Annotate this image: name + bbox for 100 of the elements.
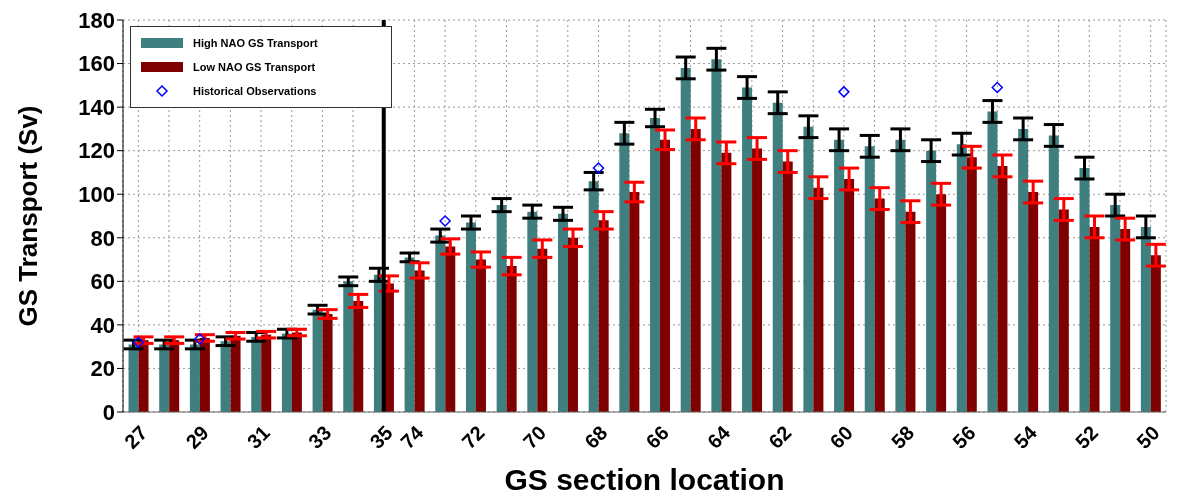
legend-label: High NAO GS Transport (193, 37, 318, 49)
bar (465, 222, 476, 412)
bar (874, 198, 885, 412)
bar (813, 187, 824, 412)
bar (567, 237, 578, 412)
x-tick-label: 60 (825, 421, 857, 453)
bar (281, 333, 292, 412)
y-axis-title: GS Transport (Sv) (13, 105, 44, 327)
bar (199, 337, 210, 412)
bar (803, 126, 814, 412)
x-tick-label: 52 (1071, 421, 1103, 453)
point (991, 81, 1004, 94)
point (592, 162, 605, 174)
bar (588, 181, 599, 412)
bar (834, 139, 845, 412)
bar (905, 211, 916, 412)
x-tick-label: 72 (457, 421, 489, 453)
bar (261, 334, 272, 412)
bar (557, 213, 568, 412)
x-tick-label: 74 (396, 420, 429, 453)
bar (312, 309, 323, 412)
point (439, 215, 451, 227)
bar (987, 111, 998, 412)
bar (435, 235, 446, 412)
point (838, 86, 850, 98)
bar (966, 157, 977, 412)
bar (1140, 226, 1151, 412)
bar (895, 139, 906, 412)
y-tick-label: 20 (90, 356, 115, 382)
y-tick-label: 60 (90, 269, 115, 295)
bar (772, 102, 783, 412)
bar (598, 220, 609, 412)
bar (475, 259, 486, 412)
bar (138, 340, 149, 412)
bar (343, 281, 354, 412)
x-tick-label: 35 (365, 421, 397, 453)
x-tick-label: 54 (1009, 420, 1042, 453)
bar (721, 152, 732, 412)
bar (864, 146, 875, 412)
bar (1089, 226, 1100, 412)
bar (660, 139, 671, 412)
y-tick-label: 140 (78, 94, 115, 120)
x-tick-label: 31 (242, 421, 275, 453)
bar (629, 192, 640, 412)
bar (128, 344, 139, 412)
x-tick-label: 29 (181, 421, 213, 453)
x-tick-label: 50 (1132, 421, 1164, 453)
y-tick-label: 0 (102, 399, 115, 425)
bar (159, 344, 170, 412)
x-tick-label: 64 (702, 420, 735, 453)
bar (496, 205, 507, 412)
bar (752, 148, 763, 412)
y-tick-label: 100 (78, 182, 115, 208)
bar (844, 178, 855, 412)
bar (414, 270, 425, 412)
bar (936, 194, 947, 412)
bar (1028, 192, 1039, 412)
legend-label: Low NAO GS Transport (193, 61, 316, 73)
x-axis-title: GS section location (504, 463, 785, 496)
y-tick-label: 180 (78, 7, 115, 33)
bar (1110, 205, 1121, 412)
bar (1150, 255, 1161, 412)
x-tick-label: 56 (948, 421, 980, 453)
point (193, 333, 206, 345)
bar (251, 336, 262, 412)
bar (1079, 168, 1090, 412)
bar (742, 87, 753, 412)
x-tick-label: 62 (764, 421, 796, 453)
bar (291, 332, 302, 412)
bar (1018, 128, 1029, 412)
bar (956, 144, 967, 412)
point (132, 336, 145, 349)
bar (711, 59, 722, 412)
bar (690, 128, 701, 412)
x-tick-label: 33 (304, 421, 336, 453)
bar (782, 161, 793, 412)
x-tick-label: 68 (580, 421, 612, 453)
bar (650, 118, 661, 412)
x-tick-label: 27 (120, 421, 152, 453)
bar (169, 340, 180, 412)
bar (1048, 135, 1059, 412)
bar (353, 300, 364, 412)
bar (527, 211, 538, 412)
x-tick-label: 66 (641, 421, 673, 453)
y-tick-label: 80 (90, 225, 115, 251)
y-tick-label: 160 (78, 51, 115, 77)
bar (506, 266, 517, 412)
bar (322, 314, 333, 412)
bar (537, 248, 548, 412)
bar (680, 67, 691, 412)
bar (997, 165, 1008, 412)
bar (404, 257, 415, 412)
legend-label: Historical Observations (193, 85, 317, 97)
bar (1120, 229, 1131, 412)
bar (189, 344, 200, 412)
bar (230, 335, 241, 412)
bar (926, 150, 937, 412)
y-tick-label: 40 (90, 312, 115, 338)
x-tick-label: 58 (886, 421, 919, 453)
y-tick-label: 120 (78, 138, 115, 164)
